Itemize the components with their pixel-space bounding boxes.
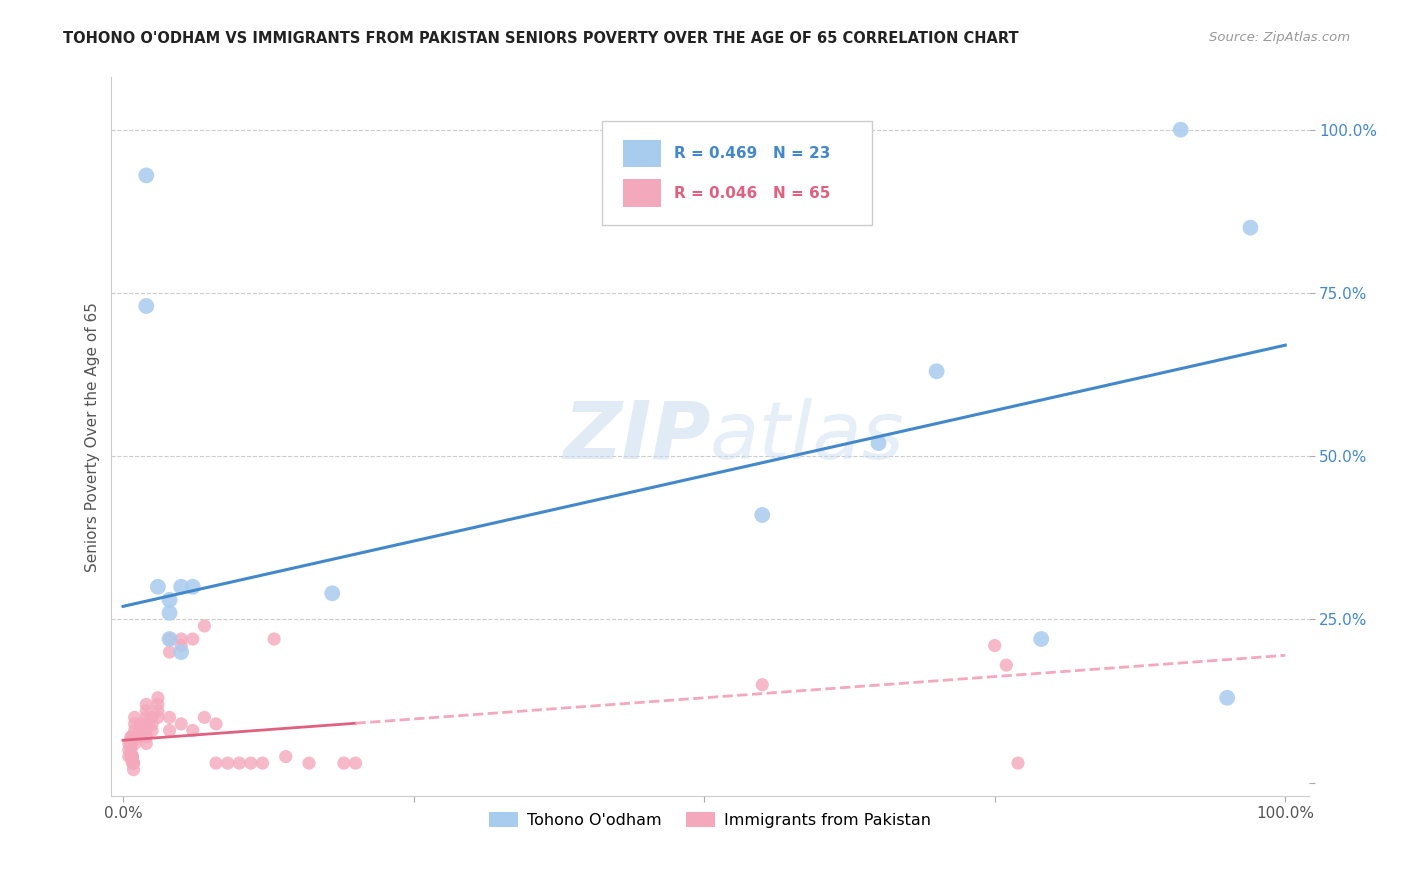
Point	[205, 756, 228, 770]
Point	[120, 737, 142, 751]
Point	[751, 678, 773, 692]
Y-axis label: Seniors Poverty Over the Age of 65: Seniors Poverty Over the Age of 65	[86, 301, 100, 572]
Point	[121, 749, 143, 764]
Point	[124, 710, 146, 724]
Point	[159, 645, 181, 659]
Point	[120, 749, 142, 764]
Point	[129, 723, 152, 738]
Point	[1239, 220, 1261, 235]
Point	[122, 756, 145, 770]
Text: TOHONO O'ODHAM VS IMMIGRANTS FROM PAKISTAN SENIORS POVERTY OVER THE AGE OF 65 CO: TOHONO O'ODHAM VS IMMIGRANTS FROM PAKIST…	[63, 31, 1019, 46]
Point	[298, 756, 321, 770]
Bar	[623, 179, 661, 207]
Point	[118, 749, 141, 764]
Point	[135, 299, 157, 313]
Point	[159, 592, 181, 607]
Point	[124, 730, 146, 744]
Point	[135, 704, 157, 718]
Point	[121, 749, 143, 764]
Point	[170, 639, 193, 653]
Point	[333, 756, 356, 770]
Text: R = 0.469   N = 23: R = 0.469 N = 23	[673, 146, 831, 161]
Point	[263, 632, 285, 646]
Point	[135, 169, 157, 183]
Point	[193, 710, 215, 724]
Point	[868, 436, 890, 450]
Point	[1031, 632, 1053, 646]
Point	[159, 632, 181, 646]
Point	[129, 730, 152, 744]
Point	[124, 723, 146, 738]
Point	[925, 364, 948, 378]
Point	[135, 737, 157, 751]
Point	[120, 737, 142, 751]
Point	[118, 737, 141, 751]
Point	[181, 580, 204, 594]
Text: ZIP: ZIP	[562, 398, 710, 475]
Point	[135, 730, 157, 744]
Point	[252, 756, 274, 770]
Point	[995, 658, 1018, 673]
Point	[124, 717, 146, 731]
Point	[135, 698, 157, 712]
Point	[170, 717, 193, 731]
Point	[321, 586, 343, 600]
Point	[120, 743, 142, 757]
Point	[159, 710, 181, 724]
Point	[159, 606, 181, 620]
Point	[122, 756, 145, 770]
Text: R = 0.046   N = 65: R = 0.046 N = 65	[673, 186, 831, 201]
Point	[122, 756, 145, 770]
Point	[170, 580, 193, 594]
Point	[217, 756, 239, 770]
Text: atlas: atlas	[710, 398, 904, 475]
Text: Source: ZipAtlas.com: Source: ZipAtlas.com	[1209, 31, 1350, 45]
Point	[135, 723, 157, 738]
Point	[121, 756, 143, 770]
Point	[274, 749, 297, 764]
Point	[181, 723, 204, 738]
Point	[135, 717, 157, 731]
Point	[181, 632, 204, 646]
Point	[159, 723, 181, 738]
Point	[751, 508, 773, 522]
Point	[146, 698, 169, 712]
Point	[129, 717, 152, 731]
Point	[146, 710, 169, 724]
Point	[170, 632, 193, 646]
Point	[205, 717, 228, 731]
Point	[120, 730, 142, 744]
Point	[141, 717, 163, 731]
Point	[146, 580, 169, 594]
Point	[120, 730, 142, 744]
Point	[170, 645, 193, 659]
Point	[135, 710, 157, 724]
Point	[141, 723, 163, 738]
Point	[122, 763, 145, 777]
Point	[1170, 122, 1192, 136]
Point	[118, 743, 141, 757]
Point	[141, 710, 163, 724]
Legend: Tohono O'odham, Immigrants from Pakistan: Tohono O'odham, Immigrants from Pakistan	[482, 805, 938, 834]
Point	[344, 756, 367, 770]
Point	[193, 619, 215, 633]
Point	[159, 632, 181, 646]
Point	[124, 737, 146, 751]
Point	[121, 749, 143, 764]
Point	[228, 756, 250, 770]
Bar	[623, 140, 661, 167]
Point	[239, 756, 262, 770]
Point	[146, 704, 169, 718]
FancyBboxPatch shape	[602, 120, 872, 225]
Point	[983, 639, 1005, 653]
Point	[1216, 690, 1239, 705]
Point	[1007, 756, 1029, 770]
Point	[146, 690, 169, 705]
